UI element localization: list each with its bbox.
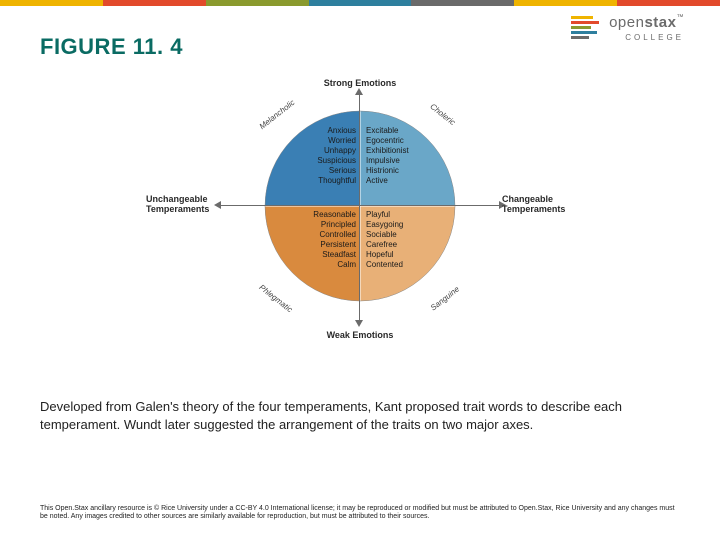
axis-horizontal <box>220 205 500 206</box>
license-footnote: This Open.Stax ancillary resource is © R… <box>40 505 680 523</box>
axis-label-top: Strong Emotions <box>300 78 420 88</box>
trait-list-melancholic: AnxiousWorriedUnhappySuspiciousSeriousTh… <box>310 126 356 186</box>
page-title: FIGURE 11. 4 <box>40 34 183 60</box>
axis-label-left: UnchangeableTemperaments <box>146 194 228 215</box>
logo-bars-icon <box>571 16 599 41</box>
diagram-container: Strong Emotions Weak Emotions Unchangeab… <box>0 78 720 378</box>
brand-stripe <box>0 0 720 6</box>
trait-list-sanguine: PlayfulEasygoingSociableCarefreeHopefulC… <box>366 210 422 270</box>
axis-vertical <box>359 93 360 321</box>
figure-caption: Developed from Galen's theory of the fou… <box>40 398 680 433</box>
arrow-up-icon <box>355 88 363 95</box>
temperament-diagram: Strong Emotions Weak Emotions Unchangeab… <box>150 78 570 368</box>
axis-label-bottom: Weak Emotions <box>300 330 420 340</box>
axis-label-right: ChangeableTemperaments <box>502 194 584 215</box>
trait-list-phlegmatic: ReasonablePrincipledControlledPersistent… <box>300 210 356 270</box>
trait-list-choleric: ExcitableEgocentricExhibitionistImpulsiv… <box>366 126 426 186</box>
brand-logo: openstax™ COLLEGE <box>571 14 684 42</box>
arrow-down-icon <box>355 320 363 327</box>
quadrant-circle <box>264 110 456 302</box>
logo-text: openstax™ COLLEGE <box>609 14 684 42</box>
